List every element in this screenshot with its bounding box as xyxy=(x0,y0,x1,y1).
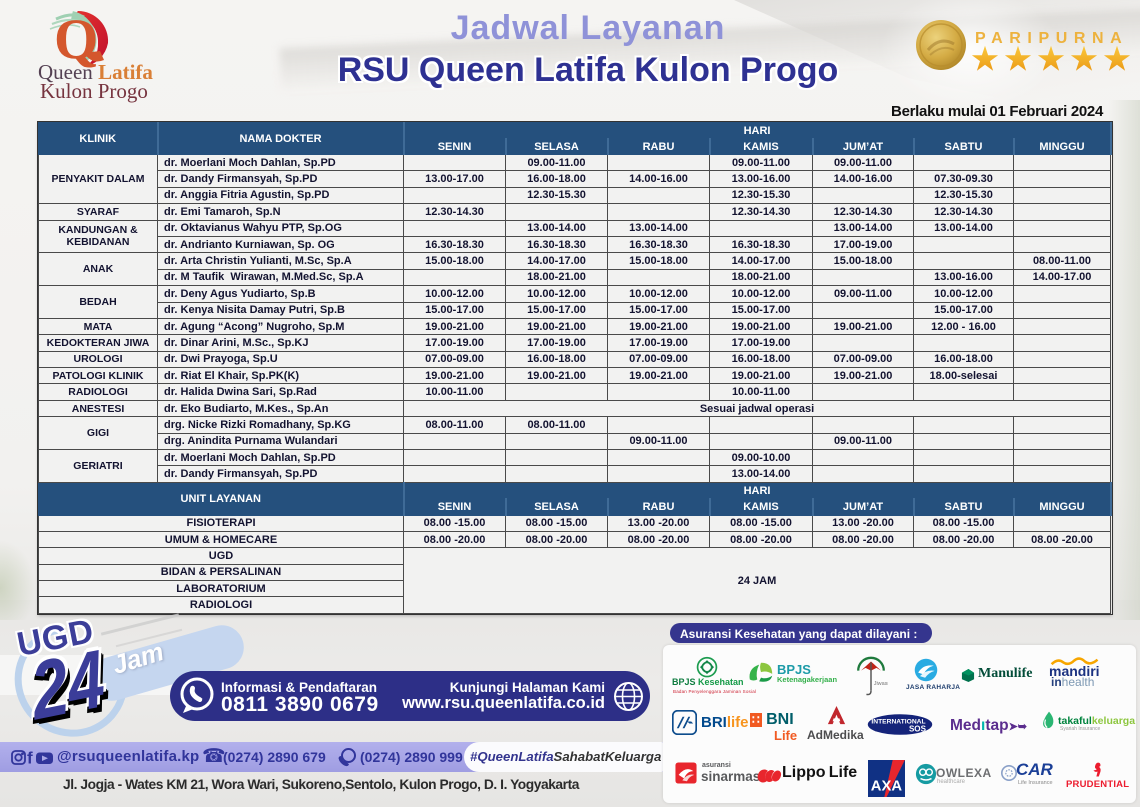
svg-text:Jiwasraya: Jiwasraya xyxy=(874,681,888,687)
svg-text:Queen Latifa: Queen Latifa xyxy=(38,60,153,84)
svg-text:PARIPURNA: PARIPURNA xyxy=(975,30,1128,47)
svg-text:Q: Q xyxy=(54,8,98,71)
svg-text:INTERNATIONAL: INTERNATIONAL xyxy=(871,719,925,726)
svg-text:f: f xyxy=(27,750,33,765)
svg-text:AXA: AXA xyxy=(871,779,903,795)
svg-text:Kulon Progo: Kulon Progo xyxy=(40,79,148,103)
svg-text:SOS: SOS xyxy=(909,725,927,734)
